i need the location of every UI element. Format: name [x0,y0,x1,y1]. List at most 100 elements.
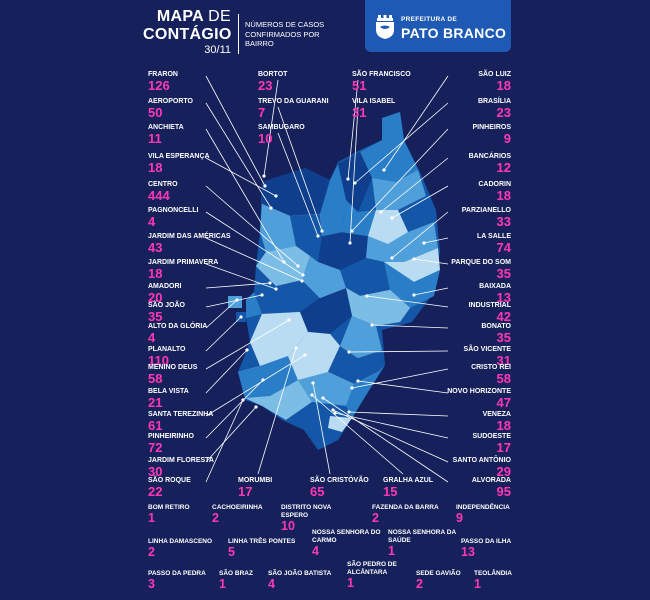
jardim-primavera-dot [274,287,278,291]
neighborhood-santo-antonio: SANTO ANTÔNIO 29 [411,456,511,479]
neighborhood-fazenda-da-barra: FAZENDA DA BARRA 2 [372,504,439,525]
neighborhood-name: ANCHIETA [148,124,184,131]
region-cristo-rei [298,372,354,406]
neighborhood-pinheirinho: PINHEIRINHO 72 [148,432,194,455]
title-date: 30/11 [204,44,231,56]
case-count: 74 [496,240,511,255]
bancarios-dot [379,210,383,214]
logo-prefix: PREFEITURA DE [401,16,458,23]
jardim-primavera-leader [205,263,277,290]
neighborhood-name: LA SALLE [477,233,511,240]
region-borders [237,203,411,385]
case-count: 58 [148,371,163,386]
case-count: 13 [496,290,511,305]
neighborhood-name: TREVO DA GUARANI [258,98,329,105]
pagnoncelli-dot [301,273,305,277]
neighborhood-name: FRARON [148,71,178,78]
sao-luiz-leader [383,75,449,171]
parque-do-som-leader [413,258,449,265]
case-count: 126 [148,78,170,93]
region-trevo-guarani [320,164,346,236]
cadorin-leader [391,185,449,219]
region-novo-horizonte [346,365,385,418]
case-count: 23 [258,78,273,93]
sao-francisco-dot [346,177,350,181]
neighborhood-name: BANCÁRIOS [468,153,511,160]
region-bortot [262,168,330,216]
neighborhood-industrial: INDUSTRIAL 42 [411,301,511,324]
region-parque-som [384,262,440,308]
neighborhood-sambugaro: SAMBUGARO 10 [258,123,305,146]
neighborhood-name: NOSSA SENHORA DA SAÚDE [388,529,456,544]
case-count: 61 [148,418,163,433]
region-la-salle [340,258,390,296]
case-count: 11 [148,131,162,146]
bela-vista-dot [245,348,249,352]
neighborhood-baixada: BAIXADA 13 [411,282,511,305]
case-count: 4 [148,214,156,229]
logo-name: PATO BRANCO [401,25,507,41]
vila-isabel-leader [349,106,359,244]
baixada-dot [412,293,416,297]
gralha-azul-leader [311,394,404,475]
case-count: 13 [461,545,475,559]
neighborhood-name: NOVO HORIZONTE [447,388,511,395]
title-mapa: MAPA [156,8,204,25]
subtitle: NÚMEROS DE CASOS CONFIRMADOS POR BAIRRO [245,20,325,48]
case-count: 35 [148,309,163,324]
jardim-das-americas-dot [300,279,304,283]
vila-esperanca-dot [274,194,278,198]
title-de: DE [208,8,231,25]
sudoeste-leader [334,412,449,439]
fraron-leader [205,75,266,187]
alto-da-gloria-dot [235,298,239,302]
pinheirinho-dot [261,378,265,382]
brasilia-leader [354,102,449,184]
neighborhood-name: MENINO DEUS [148,364,198,371]
parzianello-leader [391,211,449,259]
case-count: 9 [503,131,511,146]
neighborhood-sudoeste: SUDOESTE 17 [411,432,511,455]
neighborhood-pagnoncelli: PAGNONCELLI 4 [148,206,198,229]
cadorin-dot [390,216,394,220]
neighborhood-name: FAZENDA DA BARRA [372,504,439,511]
sudoeste-dot [333,411,337,415]
neighborhood-name: SANTA TEREZINHA [148,411,214,418]
neighborhood-alto-da-gloria: ALTO DA GLÓRIA 4 [148,322,207,345]
neighborhood-teolandia: TEOLÂNDIA 1 [474,570,512,591]
neighborhood-sao-francisco: SÃO FRANCISCO 51 [352,70,411,93]
title-line-1: MAPA DE [143,8,231,26]
neighborhood-name: LINHA TRÊS PONTES [228,538,296,545]
neighborhood-parque-do-som: PARQUE DO SOM 35 [411,258,511,281]
neighborhood-bela-vista: BELA VISTA 21 [148,387,189,410]
case-count: 18 [148,160,163,175]
neighborhood-alvorada: ALVORADA 95 [411,476,511,499]
case-count: 95 [496,484,511,499]
neighborhood-amadori: AMADORI 20 [148,282,181,305]
case-count: 3 [148,577,155,591]
neighborhood-name: CENTRO [148,181,178,188]
menino-deus-leader [205,319,290,370]
case-count: 29 [496,464,511,479]
case-count: 4 [148,330,156,345]
neighborhood-distrito-nova-espero: DISTRITO NOVA ESPERO 10 [281,504,351,533]
neighborhood-cadorin: CADORIN 18 [411,180,511,203]
neighborhood-cristo-rei: CRISTO REI 58 [411,363,511,386]
aeroporto-leader [205,102,272,209]
case-count: 4 [268,577,275,591]
planalto-leader [205,316,242,352]
baixada-leader [413,287,449,296]
neighborhood-name: CACHOEIRINHA [212,504,263,511]
sao-roque-leader [205,399,244,483]
case-count: 2 [416,577,423,591]
case-count: 50 [148,105,163,120]
case-count: 65 [310,484,325,499]
case-count: 33 [496,214,511,229]
neighborhood-name: PARQUE DO SOM [451,259,511,266]
neighborhood-trevo-da-guarani: TREVO DA GUARANI 7 [258,97,329,120]
neighborhood-independencia: INDEPENDÊNCIA 9 [456,504,510,525]
neighborhood-passo-da-pedra: PASSO DA PEDRA 3 [148,570,206,591]
neighborhood-name: INDEPENDÊNCIA [456,504,510,511]
industrial-leader [366,295,449,308]
region-menino-deus [300,288,352,334]
